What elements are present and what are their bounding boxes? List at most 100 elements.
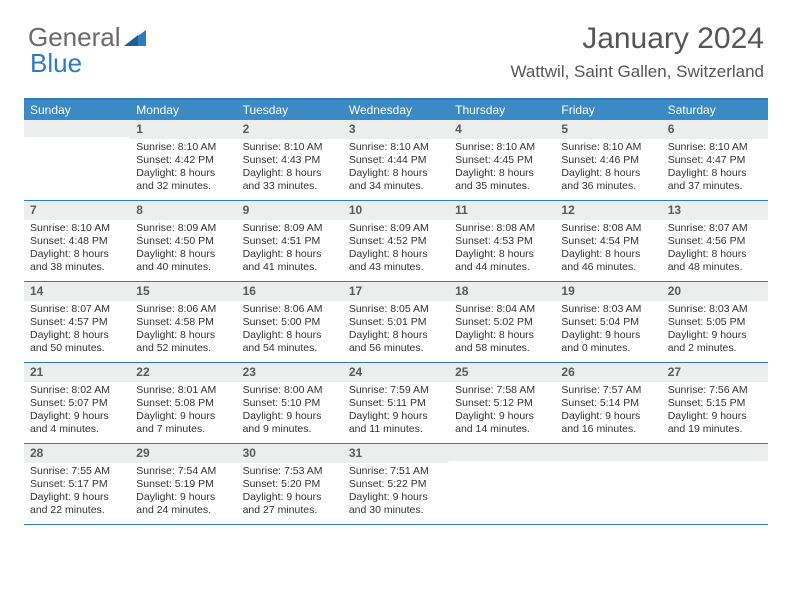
day-body: Sunrise: 7:51 AMSunset: 5:22 PMDaylight:… [343, 463, 449, 524]
day-info-line: Sunrise: 7:58 AM [455, 384, 549, 397]
day-info-line: Daylight: 8 hours and 33 minutes. [243, 167, 337, 193]
day-info-line: Daylight: 9 hours and 0 minutes. [561, 329, 655, 355]
day-body: Sunrise: 8:09 AMSunset: 4:50 PMDaylight:… [130, 220, 236, 281]
day-body: Sunrise: 8:05 AMSunset: 5:01 PMDaylight:… [343, 301, 449, 362]
day-info-line: Sunset: 4:53 PM [455, 235, 549, 248]
day-info-line: Sunrise: 7:51 AM [349, 465, 443, 478]
day-info-line: Sunrise: 8:10 AM [30, 222, 124, 235]
day-number [555, 444, 661, 461]
day-body: Sunrise: 7:55 AMSunset: 5:17 PMDaylight:… [24, 463, 130, 524]
logo-triangle-icon [124, 28, 146, 48]
day-number: 9 [237, 201, 343, 220]
day-number: 13 [662, 201, 768, 220]
day-body: Sunrise: 8:06 AMSunset: 5:00 PMDaylight:… [237, 301, 343, 362]
header: General January 2024 Wattwil, Saint Gall… [0, 0, 792, 88]
week-row: 28Sunrise: 7:55 AMSunset: 5:17 PMDayligh… [24, 444, 768, 525]
location: Wattwil, Saint Gallen, Switzerland [510, 62, 764, 82]
day-info-line: Daylight: 8 hours and 58 minutes. [455, 329, 549, 355]
day-cell: 7Sunrise: 8:10 AMSunset: 4:48 PMDaylight… [24, 201, 130, 281]
day-info-line: Sunrise: 8:07 AM [668, 222, 762, 235]
day-info-line: Daylight: 8 hours and 36 minutes. [561, 167, 655, 193]
day-body: Sunrise: 8:10 AMSunset: 4:46 PMDaylight:… [555, 139, 661, 200]
day-body: Sunrise: 8:08 AMSunset: 4:54 PMDaylight:… [555, 220, 661, 281]
day-body: Sunrise: 8:00 AMSunset: 5:10 PMDaylight:… [237, 382, 343, 443]
day-number: 10 [343, 201, 449, 220]
day-info-line: Daylight: 9 hours and 2 minutes. [668, 329, 762, 355]
day-body [449, 461, 555, 469]
day-info-line: Daylight: 8 hours and 52 minutes. [136, 329, 230, 355]
day-number: 12 [555, 201, 661, 220]
day-body: Sunrise: 8:10 AMSunset: 4:44 PMDaylight:… [343, 139, 449, 200]
day-info-line: Sunrise: 8:06 AM [243, 303, 337, 316]
day-info-line: Sunrise: 8:10 AM [668, 141, 762, 154]
day-info-line: Daylight: 9 hours and 9 minutes. [243, 410, 337, 436]
day-cell: 27Sunrise: 7:56 AMSunset: 5:15 PMDayligh… [662, 363, 768, 443]
day-number: 1 [130, 120, 236, 139]
day-body [555, 461, 661, 469]
day-number: 22 [130, 363, 236, 382]
day-body: Sunrise: 8:10 AMSunset: 4:45 PMDaylight:… [449, 139, 555, 200]
day-body: Sunrise: 8:10 AMSunset: 4:47 PMDaylight:… [662, 139, 768, 200]
day-info-line: Sunset: 4:57 PM [30, 316, 124, 329]
day-info-line: Daylight: 8 hours and 54 minutes. [243, 329, 337, 355]
day-info-line: Sunset: 5:07 PM [30, 397, 124, 410]
day-number [24, 120, 130, 137]
day-info-line: Sunset: 5:12 PM [455, 397, 549, 410]
day-info-line: Sunrise: 8:10 AM [561, 141, 655, 154]
day-info-line: Sunset: 4:46 PM [561, 154, 655, 167]
day-cell: 11Sunrise: 8:08 AMSunset: 4:53 PMDayligh… [449, 201, 555, 281]
day-info-line: Daylight: 8 hours and 41 minutes. [243, 248, 337, 274]
day-body [662, 461, 768, 469]
day-body: Sunrise: 8:06 AMSunset: 4:58 PMDaylight:… [130, 301, 236, 362]
day-body: Sunrise: 8:10 AMSunset: 4:43 PMDaylight:… [237, 139, 343, 200]
day-info-line: Sunset: 4:48 PM [30, 235, 124, 248]
day-info-line: Daylight: 8 hours and 34 minutes. [349, 167, 443, 193]
day-number: 30 [237, 444, 343, 463]
day-info-line: Sunrise: 8:09 AM [243, 222, 337, 235]
day-info-line: Sunrise: 8:10 AM [136, 141, 230, 154]
day-info-line: Daylight: 8 hours and 48 minutes. [668, 248, 762, 274]
day-cell: 31Sunrise: 7:51 AMSunset: 5:22 PMDayligh… [343, 444, 449, 524]
day-number: 23 [237, 363, 343, 382]
day-info-line: Sunrise: 8:00 AM [243, 384, 337, 397]
day-info-line: Sunset: 5:11 PM [349, 397, 443, 410]
day-body [24, 137, 130, 145]
day-info-line: Sunrise: 7:57 AM [561, 384, 655, 397]
day-info-line: Sunrise: 8:04 AM [455, 303, 549, 316]
day-cell: 3Sunrise: 8:10 AMSunset: 4:44 PMDaylight… [343, 120, 449, 200]
day-info-line: Daylight: 9 hours and 24 minutes. [136, 491, 230, 517]
day-info-line: Sunset: 5:19 PM [136, 478, 230, 491]
day-number: 16 [237, 282, 343, 301]
day-cell: 9Sunrise: 8:09 AMSunset: 4:51 PMDaylight… [237, 201, 343, 281]
day-info-line: Sunrise: 8:09 AM [136, 222, 230, 235]
month-title: January 2024 [510, 22, 764, 56]
day-info-line: Sunset: 5:08 PM [136, 397, 230, 410]
day-info-line: Sunset: 5:02 PM [455, 316, 549, 329]
day-body: Sunrise: 7:54 AMSunset: 5:19 PMDaylight:… [130, 463, 236, 524]
day-cell: 4Sunrise: 8:10 AMSunset: 4:45 PMDaylight… [449, 120, 555, 200]
day-info-line: Sunrise: 8:08 AM [561, 222, 655, 235]
week-row: 7Sunrise: 8:10 AMSunset: 4:48 PMDaylight… [24, 201, 768, 282]
weekday-header: Tuesday [237, 100, 343, 120]
day-info-line: Sunrise: 8:10 AM [243, 141, 337, 154]
week-row: 21Sunrise: 8:02 AMSunset: 5:07 PMDayligh… [24, 363, 768, 444]
day-info-line: Sunrise: 8:02 AM [30, 384, 124, 397]
day-cell: 19Sunrise: 8:03 AMSunset: 5:04 PMDayligh… [555, 282, 661, 362]
day-info-line: Sunset: 4:43 PM [243, 154, 337, 167]
day-info-line: Sunset: 4:54 PM [561, 235, 655, 248]
day-number [449, 444, 555, 461]
day-number: 29 [130, 444, 236, 463]
day-info-line: Sunrise: 7:59 AM [349, 384, 443, 397]
day-cell [449, 444, 555, 524]
day-body: Sunrise: 7:53 AMSunset: 5:20 PMDaylight:… [237, 463, 343, 524]
title-block: January 2024 Wattwil, Saint Gallen, Swit… [510, 22, 764, 82]
day-info-line: Sunrise: 8:09 AM [349, 222, 443, 235]
day-cell: 1Sunrise: 8:10 AMSunset: 4:42 PMDaylight… [130, 120, 236, 200]
day-cell: 26Sunrise: 7:57 AMSunset: 5:14 PMDayligh… [555, 363, 661, 443]
day-number: 28 [24, 444, 130, 463]
day-info-line: Sunset: 4:44 PM [349, 154, 443, 167]
day-body: Sunrise: 7:58 AMSunset: 5:12 PMDaylight:… [449, 382, 555, 443]
day-body: Sunrise: 7:56 AMSunset: 5:15 PMDaylight:… [662, 382, 768, 443]
day-info-line: Sunrise: 8:03 AM [668, 303, 762, 316]
day-info-line: Sunset: 5:17 PM [30, 478, 124, 491]
